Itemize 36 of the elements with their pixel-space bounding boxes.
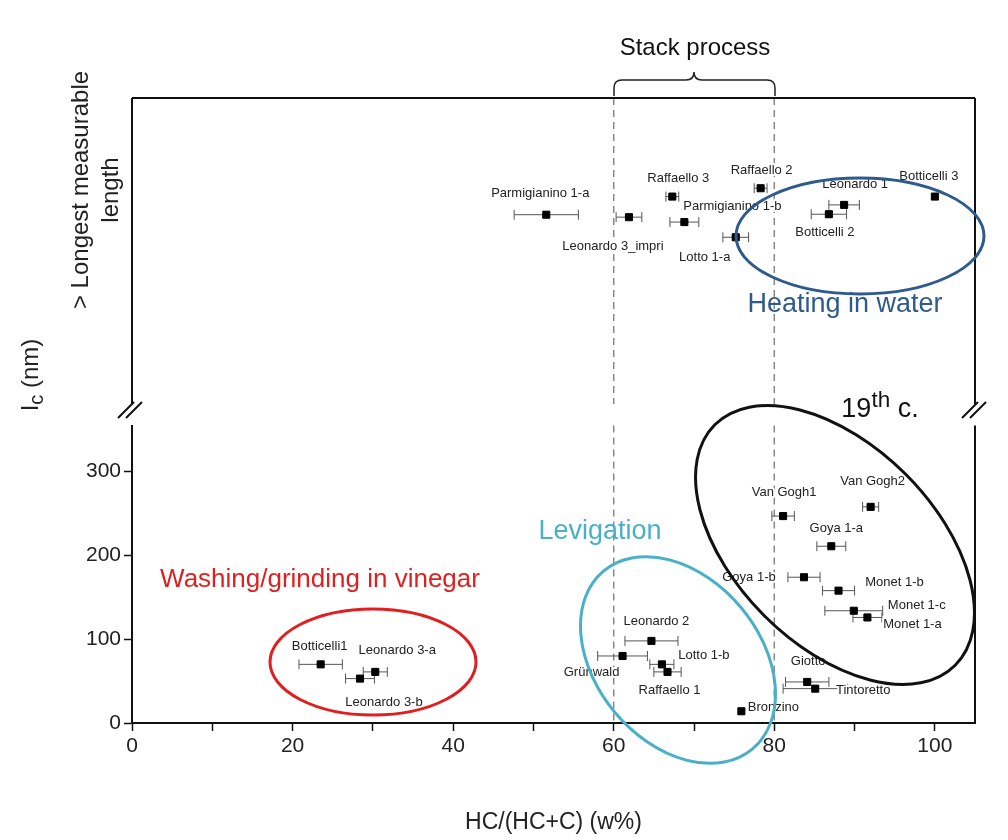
annotation: Botticelli 2 xyxy=(795,223,855,239)
text: Heating in water xyxy=(747,287,943,319)
y-tick-label: 200 xyxy=(85,542,121,566)
x-tick-label: 100 xyxy=(917,733,953,757)
annotation: Raffaello 1 xyxy=(638,682,701,698)
y-tick-label: 100 xyxy=(85,626,121,650)
x-tick-label: 60 xyxy=(602,733,626,757)
annotation: Raffaello 3 xyxy=(647,170,710,186)
annotation: Leonardo 2 xyxy=(623,613,690,629)
annotation: Parmigianino 1-a xyxy=(491,185,591,201)
annotation: Lotto 1-b xyxy=(678,646,730,662)
annotation: Monet 1-c xyxy=(887,597,947,613)
x-tick-label: 80 xyxy=(762,733,786,757)
annotation: Leonardo 3-a xyxy=(358,642,437,658)
text: 19$^{th}$ c. xyxy=(841,386,919,424)
annotation: Botticelli 3 xyxy=(899,168,959,184)
annotation: Monet 1-a xyxy=(883,616,943,632)
y-axis-title: > Longest measurable length xyxy=(65,69,124,312)
x-axis-title: HC/(HC+C) (w%) xyxy=(465,807,642,834)
x-tick-label: 40 xyxy=(441,733,465,757)
x-tick-label: 20 xyxy=(280,733,305,757)
annotation: Tintoretto xyxy=(836,682,891,698)
annotation: Raffaello 2 xyxy=(730,161,793,177)
annotation: Monet 1-b xyxy=(865,574,924,590)
y-tick-label: 0 xyxy=(109,709,121,733)
text: Stack process xyxy=(619,33,771,61)
annotation: Van Gogh1 xyxy=(751,483,817,499)
x-tick-label: 0 xyxy=(126,733,138,757)
annotation: Goya 1-a xyxy=(809,519,864,535)
annotation: Levigation xyxy=(538,514,662,546)
annotation: Van Gogh2 xyxy=(840,473,906,489)
annotation: Washing/grinding in vinegar xyxy=(160,562,480,594)
annotation: Lotto 1-a xyxy=(679,248,732,264)
y-tick-label: 300 xyxy=(85,458,121,482)
annotation: Botticelli1 xyxy=(291,637,348,653)
annotation: Leonardo 3-b xyxy=(345,694,423,710)
